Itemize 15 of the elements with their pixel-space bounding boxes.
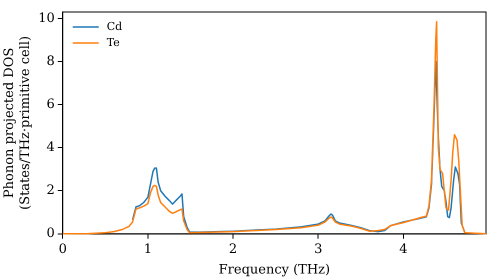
legend-label: Te	[106, 36, 120, 49]
x-tick-label: 1	[144, 242, 152, 257]
x-tick-label: 2	[228, 242, 238, 257]
y-tick-label: 0	[46, 226, 55, 242]
x-tick-label: 0	[58, 242, 67, 257]
x-axis-title: Frequency (THz)	[218, 262, 330, 278]
legend-label: Cd	[106, 20, 122, 33]
x-tick-label: 3	[314, 242, 322, 257]
y-tick-label: 10	[38, 10, 55, 26]
y-tick-label: 4	[46, 140, 55, 156]
y-axis-title: Phonon projected DOS (States/THz·primitive cell)	[2, 36, 33, 210]
y-tick-label: 6	[46, 96, 55, 112]
y-tick-label: 8	[46, 54, 55, 69]
x-tick-label: 4	[399, 242, 408, 257]
y-tick-label: 2	[46, 183, 55, 198]
